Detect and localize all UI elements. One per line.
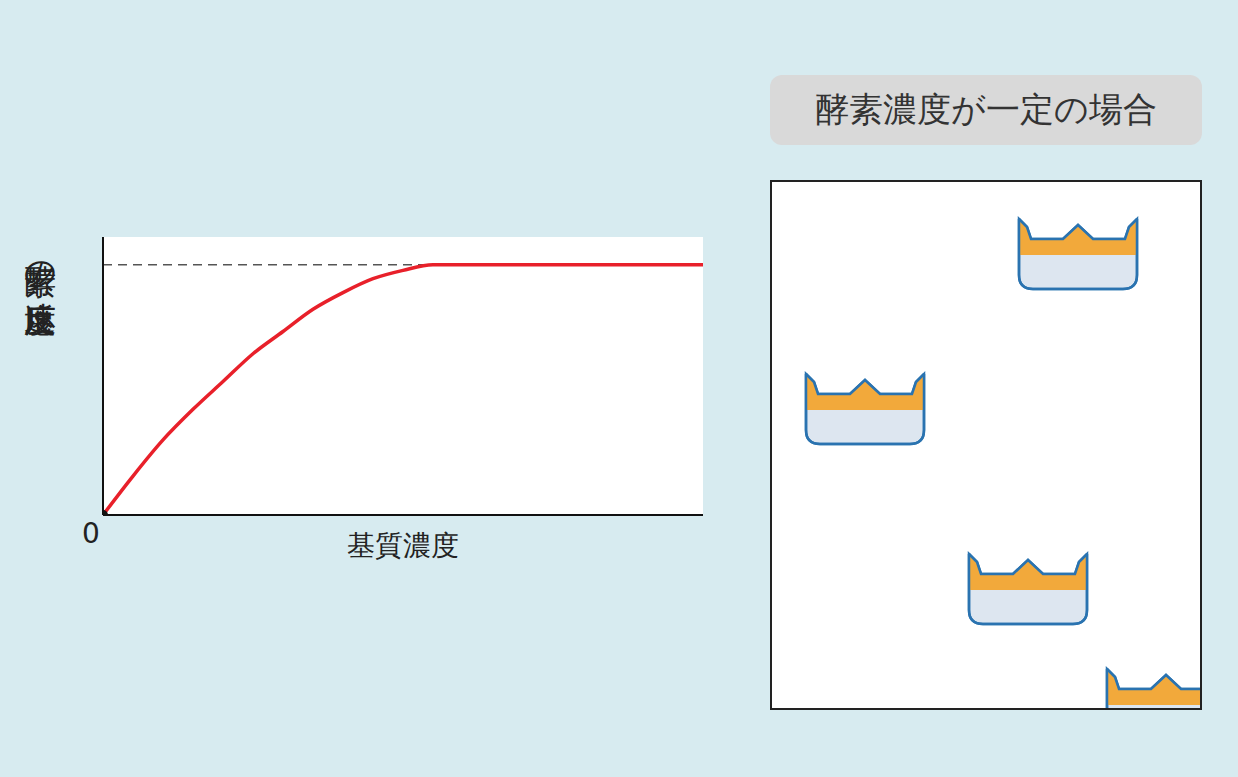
html-text:基質濃度: 基質濃度 bbox=[347, 529, 459, 562]
svg-text:0: 0 bbox=[82, 517, 100, 550]
html-text:酵素の反応速度: 酵素の反応速度 bbox=[21, 240, 59, 277]
html-text:酵素濃度が一定の場合: 酵素濃度が一定の場合 bbox=[815, 89, 1157, 129]
